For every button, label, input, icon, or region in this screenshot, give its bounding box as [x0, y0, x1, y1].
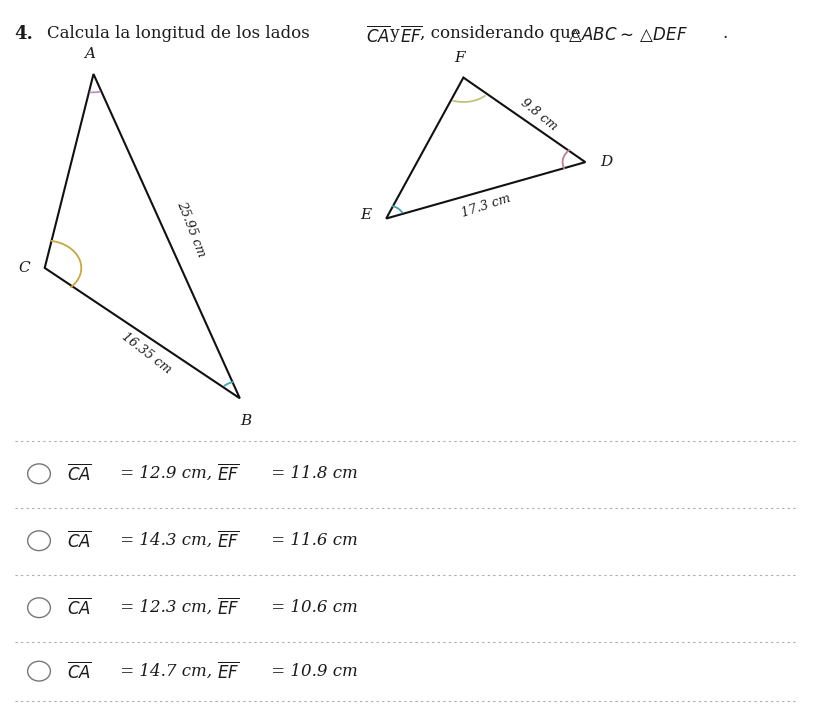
Text: $\overline{CA}$: $\overline{CA}$: [366, 25, 391, 46]
Text: = 12.9 cm,: = 12.9 cm,: [115, 465, 212, 482]
Text: = 12.3 cm,: = 12.3 cm,: [115, 599, 212, 616]
Text: = 11.6 cm: = 11.6 cm: [266, 532, 358, 549]
Text: 16.35 cm: 16.35 cm: [119, 330, 174, 376]
Text: y: y: [385, 25, 404, 42]
Text: $\overline{EF}$: $\overline{EF}$: [217, 530, 239, 551]
Text: B: B: [241, 414, 252, 428]
Text: C: C: [19, 261, 30, 275]
Text: $\overline{EF}$: $\overline{EF}$: [400, 25, 422, 46]
Text: $\overline{CA}$: $\overline{CA}$: [67, 661, 92, 682]
Text: 25.95 cm: 25.95 cm: [174, 200, 208, 259]
Text: F: F: [454, 51, 465, 65]
Text: D: D: [600, 155, 612, 169]
Text: $\overline{CA}$: $\overline{CA}$: [67, 463, 92, 484]
Text: $\triangle\!ABC \sim \triangle\!DEF$: $\triangle\!ABC \sim \triangle\!DEF$: [565, 25, 688, 44]
Text: 17.3 cm: 17.3 cm: [459, 192, 512, 220]
Text: A: A: [84, 47, 95, 61]
Text: Calcula la longitud de los lados: Calcula la longitud de los lados: [47, 25, 315, 42]
Text: 4.: 4.: [15, 25, 33, 43]
Text: = 10.9 cm: = 10.9 cm: [266, 663, 358, 680]
Text: = 10.6 cm: = 10.6 cm: [266, 599, 358, 616]
Text: $\overline{EF}$: $\overline{EF}$: [217, 463, 239, 484]
Text: $\overline{EF}$: $\overline{EF}$: [217, 597, 239, 618]
Text: = 14.7 cm,: = 14.7 cm,: [115, 663, 212, 680]
Text: $\overline{CA}$: $\overline{CA}$: [67, 597, 92, 618]
Text: , considerando que: , considerando que: [420, 25, 585, 42]
Text: = 11.8 cm: = 11.8 cm: [266, 465, 358, 482]
Text: = 14.3 cm,: = 14.3 cm,: [115, 532, 212, 549]
Text: $\overline{CA}$: $\overline{CA}$: [67, 530, 92, 551]
Text: $\overline{EF}$: $\overline{EF}$: [217, 661, 239, 682]
Text: 9.8 cm: 9.8 cm: [518, 96, 560, 133]
Text: E: E: [360, 208, 372, 222]
Text: .: .: [722, 25, 727, 42]
